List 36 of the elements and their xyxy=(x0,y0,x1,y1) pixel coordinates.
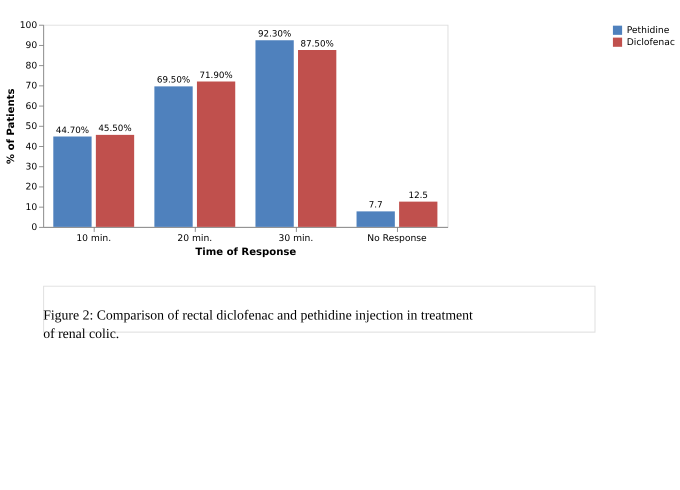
bar xyxy=(154,86,193,227)
y-axis-title: % of Patients xyxy=(6,88,18,164)
bar xyxy=(356,211,395,227)
x-axis-title: Time of Response xyxy=(195,246,296,258)
data-label: 7.7 xyxy=(368,200,383,211)
x-tick-label: 10 min. xyxy=(76,233,112,244)
bar xyxy=(255,40,294,227)
x-tick-label: No Response xyxy=(367,233,428,244)
data-label: 92.30% xyxy=(258,30,292,40)
y-tick-label: 60 xyxy=(26,100,38,112)
caption: Figure 2: Comparison of rectal diclofenac and pethidine injection in treatment of renal colic. xyxy=(43,308,474,342)
data-label: 69.50% xyxy=(156,76,190,86)
data-label: 45.50% xyxy=(98,124,132,134)
bar xyxy=(96,134,134,227)
data-label: 44.70% xyxy=(56,126,90,136)
bar xyxy=(53,136,92,227)
bar xyxy=(298,50,336,227)
x-tick-label: 30 min. xyxy=(278,233,314,244)
y-tick-label: 0 xyxy=(31,222,38,234)
data-label: 12.5 xyxy=(408,190,428,201)
data-label: 71.90% xyxy=(199,70,233,81)
y-tick-label: 50 xyxy=(26,121,38,132)
bar xyxy=(399,202,438,227)
legend-label: Diclofenac xyxy=(626,36,675,48)
y-tick-label: 10 xyxy=(26,202,38,213)
y-tick-label: 100 xyxy=(20,20,38,31)
y-tick-label: 20 xyxy=(26,182,38,193)
data-label: 87.50% xyxy=(300,39,334,50)
bar xyxy=(196,82,236,227)
legend-label: Pethidine xyxy=(626,25,670,36)
y-tick-label: 90 xyxy=(26,40,38,52)
y-tick-label: 30 xyxy=(26,161,38,172)
x-tick-label: 20 min. xyxy=(177,233,212,244)
y-tick-label: 80 xyxy=(26,60,38,72)
y-tick-label: 40 xyxy=(26,141,38,152)
y-tick-label: 70 xyxy=(26,80,38,92)
